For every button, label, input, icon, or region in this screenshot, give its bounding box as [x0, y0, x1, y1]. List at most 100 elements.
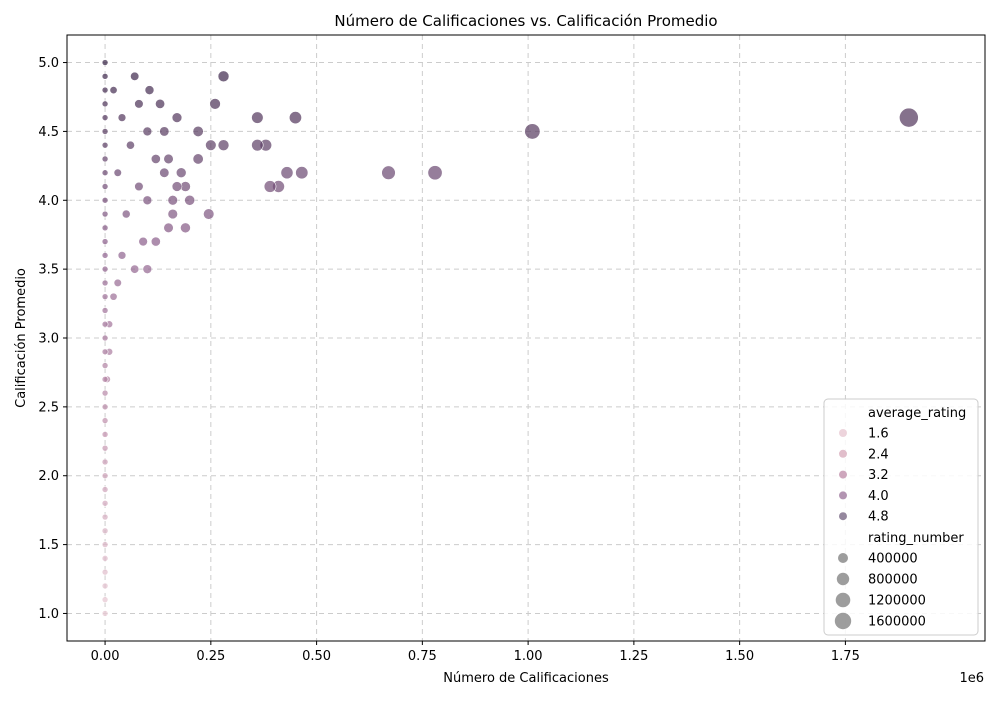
data-point: [101, 196, 109, 204]
y-axis-label: Calificación Promedio: [14, 268, 29, 408]
data-point: [101, 568, 109, 576]
data-point: [427, 165, 443, 181]
data-point: [101, 238, 109, 245]
data-point: [192, 125, 204, 137]
data-point: [101, 348, 109, 356]
data-point: [101, 417, 109, 424]
data-point: [203, 208, 215, 220]
data-point: [167, 195, 178, 206]
data-point: [205, 139, 217, 151]
legend-size-marker: [836, 572, 850, 586]
data-point: [101, 279, 109, 287]
data-point: [101, 320, 109, 328]
y-tick-label: 2.0: [38, 469, 59, 484]
data-point: [134, 99, 144, 109]
data-point: [217, 139, 230, 151]
legend-hue-title: average_rating: [868, 406, 966, 421]
legend-size-marker: [838, 553, 848, 563]
data-point: [101, 486, 109, 493]
data-point: [126, 140, 135, 150]
data-point: [251, 111, 264, 124]
data-point: [121, 209, 131, 219]
data-point: [101, 293, 109, 300]
data-point: [101, 265, 109, 273]
legend-hue-label: 4.0: [868, 489, 889, 504]
data-point: [101, 499, 109, 507]
y-tick-label: 2.5: [38, 400, 59, 415]
data-point: [101, 59, 109, 66]
data-point: [101, 444, 109, 452]
data-point: [101, 252, 109, 259]
data-point: [263, 180, 277, 193]
legend-hue-label: 2.4: [868, 447, 889, 462]
data-point: [101, 128, 109, 135]
y-tick-label: 4.5: [38, 125, 59, 140]
data-point: [159, 126, 170, 137]
data-point: [167, 208, 178, 220]
data-point: [171, 112, 183, 123]
legend-hue-entries: 1.6 2.4 3.2 4.0 4.8: [839, 427, 889, 525]
data-point: [159, 167, 170, 178]
data-point: [113, 168, 122, 177]
legend-hue-marker: [839, 429, 847, 437]
data-point: [150, 236, 161, 247]
data-point: [101, 141, 109, 149]
data-point: [155, 98, 166, 109]
legend-hue-label: 1.6: [868, 427, 889, 442]
data-point: [142, 264, 153, 274]
y-tick-label: 4.0: [38, 194, 59, 209]
data-point: [381, 165, 396, 180]
data-point: [171, 181, 183, 192]
data-point: [142, 195, 153, 206]
data-point: [109, 292, 118, 301]
data-point: [144, 85, 155, 95]
data-point: [101, 472, 109, 480]
data-point: [192, 153, 204, 165]
y-tick-label: 3.5: [38, 263, 59, 278]
data-point: [101, 596, 109, 603]
data-point: [142, 126, 153, 137]
legend-size-label: 400000: [868, 552, 918, 567]
data-point: [163, 222, 174, 233]
data-point: [101, 114, 109, 121]
data-point: [130, 71, 140, 81]
data-point: [524, 123, 541, 140]
x-tick-label: 1.50: [725, 649, 754, 664]
data-point: [101, 527, 109, 535]
legend-hue-marker: [839, 470, 847, 479]
data-point: [184, 194, 196, 206]
chart-title: Número de Calificaciones vs. Calificació…: [334, 12, 717, 30]
legend-size-entries: 400000 800000 1200000 1600000: [834, 552, 926, 630]
data-point: [280, 166, 294, 180]
data-point: [175, 167, 187, 179]
x-tick-label: 0.50: [302, 649, 331, 664]
y-tick-label: 1.0: [38, 607, 59, 622]
legend-hue-marker: [839, 449, 847, 458]
legend-hue-marker: [839, 512, 847, 521]
legend-size-marker: [834, 612, 852, 630]
data-point: [117, 113, 127, 122]
data-point: [101, 431, 109, 438]
data-point: [101, 376, 109, 383]
data-point: [101, 224, 109, 232]
x-tick-label: 1.25: [619, 649, 648, 664]
data-point: [295, 166, 309, 180]
data-point: [101, 86, 109, 94]
data-point: [101, 389, 109, 397]
data-point: [117, 251, 127, 260]
x-axis-label: Número de Calificaciones: [443, 671, 609, 686]
x-axis-offset-label: 1e6: [959, 671, 984, 686]
x-tick-label: 0.00: [91, 649, 120, 664]
data-point: [101, 169, 109, 177]
x-tick-label: 0.25: [196, 649, 225, 664]
legend-box: [823, 398, 979, 636]
y-tick-label: 5.0: [38, 56, 59, 71]
data-point: [130, 264, 140, 274]
legend-hue-label: 3.2: [868, 468, 889, 483]
legend-size-label: 1600000: [868, 615, 926, 630]
data-point: [101, 73, 109, 80]
y-tick-label: 1.5: [38, 538, 59, 553]
legend-size-label: 800000: [868, 573, 918, 588]
data-point: [217, 70, 230, 83]
